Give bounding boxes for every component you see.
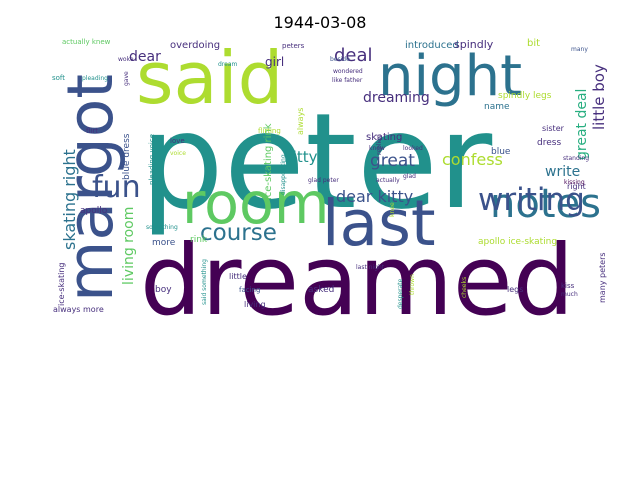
word-more: more bbox=[152, 238, 176, 248]
word-disappointing: disappointing bbox=[280, 154, 287, 195]
word-said-something: said something bbox=[201, 259, 208, 305]
word-many: many bbox=[571, 46, 588, 53]
word-asked: asked bbox=[308, 285, 334, 295]
word-living-room: living room bbox=[121, 207, 137, 285]
word-introduced: introduced bbox=[405, 40, 459, 51]
word-soft: soft bbox=[52, 74, 65, 82]
word-apollo: apollo bbox=[80, 206, 108, 216]
word-always-more: always more bbox=[53, 305, 104, 314]
word-blue-dress: blue dress bbox=[122, 133, 132, 180]
word-night: night bbox=[378, 44, 522, 109]
word-blue: blue bbox=[491, 147, 511, 157]
word-dreamed: dreamed bbox=[140, 224, 574, 337]
word-kissing: kissing bbox=[564, 179, 585, 186]
word-deal: deal bbox=[334, 45, 373, 66]
word-peter: peter bbox=[140, 85, 493, 239]
word-ice-skating: ice-skating bbox=[57, 263, 66, 307]
word-skating: skating bbox=[366, 132, 402, 143]
word-peters: peters bbox=[282, 42, 305, 50]
word-knee: knee bbox=[389, 202, 396, 217]
word-girl: girl bbox=[265, 55, 284, 69]
word-dreaming: dreaming bbox=[363, 90, 430, 106]
word-pleading: pleading bbox=[82, 75, 108, 82]
word-spindly-legs: spindly legs bbox=[498, 91, 552, 101]
word-glad: glad bbox=[403, 173, 416, 180]
word-boy: boy bbox=[155, 285, 172, 295]
word-margot: margot bbox=[54, 74, 127, 302]
word-spindly: spindly bbox=[454, 38, 494, 51]
word-ice-skating-rink: ice-skating rink bbox=[263, 123, 274, 200]
word-flirting: flirting bbox=[258, 127, 281, 135]
word-much: much bbox=[561, 291, 578, 298]
word-love: love bbox=[170, 137, 185, 145]
word-living: living bbox=[244, 300, 266, 309]
word-something: something bbox=[146, 224, 178, 231]
word-desperate: desperate bbox=[397, 278, 404, 309]
word-dear-kitty: dear kitty bbox=[336, 187, 413, 206]
word-confess: confess bbox=[442, 150, 503, 169]
word-thrown: thrown bbox=[409, 274, 416, 295]
word-little: little bbox=[229, 272, 247, 281]
word-skating-right: skating right bbox=[60, 149, 79, 250]
word-like-father: like father bbox=[332, 77, 363, 84]
word-cheeks: cheeks bbox=[461, 277, 468, 298]
word-glad-peter: glad peter bbox=[308, 177, 339, 184]
word-always: always bbox=[296, 108, 305, 135]
word-bit: bit bbox=[527, 38, 540, 49]
word-said: said bbox=[136, 36, 283, 120]
word-fun: fun bbox=[92, 170, 141, 205]
word-right: right bbox=[567, 182, 586, 191]
word-dear: dear bbox=[129, 49, 161, 65]
word-replied: replied bbox=[376, 134, 383, 155]
word-write: write bbox=[545, 164, 580, 180]
word-actually-knew: actually knew bbox=[62, 38, 111, 46]
word-sister: sister bbox=[542, 124, 565, 133]
word-kiss: kiss bbox=[561, 282, 575, 290]
word-voice: voice bbox=[170, 150, 186, 157]
word-great-deal: great deal bbox=[574, 89, 590, 160]
word-looked: looked bbox=[403, 145, 423, 152]
word-flirt: flirt bbox=[86, 127, 98, 135]
word-last-night: last night bbox=[356, 264, 385, 271]
word-name: name bbox=[484, 102, 510, 112]
word-actually: actually bbox=[376, 177, 400, 184]
word-dress: dress bbox=[537, 138, 561, 148]
word-gave: gave bbox=[123, 71, 130, 86]
word-apollo-ice-skating: apollo ice-skating bbox=[478, 237, 557, 247]
word-kitty: kitty bbox=[284, 148, 318, 166]
word-great: great bbox=[370, 151, 415, 171]
word-room: room bbox=[182, 171, 329, 237]
word-dream: dream bbox=[218, 61, 238, 68]
word-standing: standing bbox=[563, 155, 589, 162]
word-writing: writing bbox=[478, 182, 585, 218]
word-beside: beside bbox=[330, 56, 350, 63]
word-notes: notes bbox=[490, 181, 601, 227]
word-overdoing: overdoing bbox=[170, 40, 220, 51]
word-rink: rink bbox=[190, 235, 208, 245]
word-little-boy: little boy bbox=[590, 64, 608, 130]
word-knew: knew bbox=[369, 145, 385, 152]
word-facing: facing bbox=[239, 286, 260, 294]
word-course: course bbox=[200, 220, 277, 246]
word-woke: woke bbox=[118, 56, 134, 63]
word-last: last bbox=[322, 187, 436, 260]
word-legs: legs bbox=[507, 285, 523, 294]
plot-title: 1944-03-08 bbox=[274, 13, 367, 32]
word-many-peters: many peters bbox=[598, 252, 607, 303]
word-pleading-voice: pleading voice bbox=[148, 134, 156, 185]
word-wondered: wondered bbox=[333, 68, 363, 75]
